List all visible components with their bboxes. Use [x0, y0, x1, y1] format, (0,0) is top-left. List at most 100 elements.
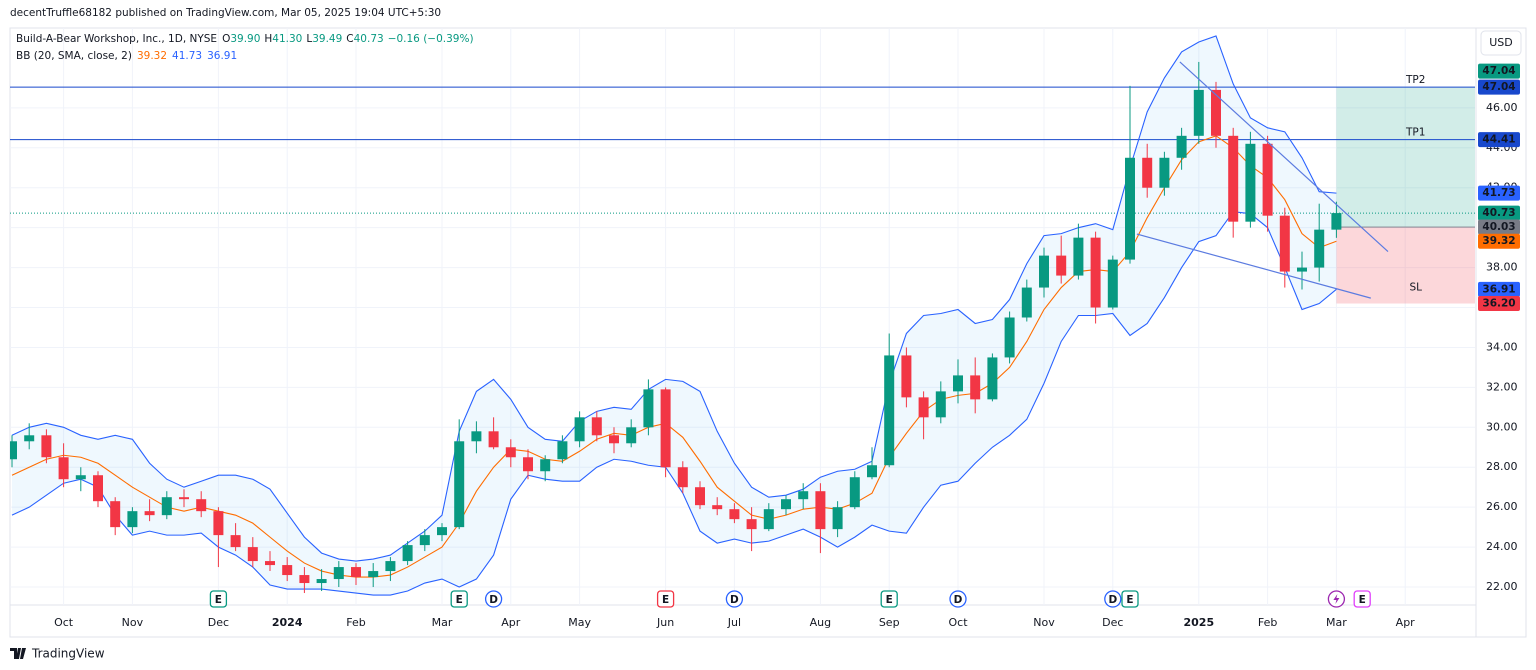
candle-body — [1090, 237, 1101, 308]
candle-body — [918, 397, 929, 418]
candle-body — [385, 561, 396, 572]
event-icon[interactable] — [880, 590, 898, 608]
header-text: decentTruffle68182 published on TradingV… — [10, 7, 441, 19]
indicator-value: 41.73 — [172, 50, 202, 62]
event-icon[interactable] — [484, 590, 503, 608]
currency-button[interactable] — [1480, 30, 1522, 56]
price-label: 39.32 — [1482, 235, 1515, 247]
candle-body — [884, 355, 895, 466]
candle-body — [712, 505, 723, 510]
symbol-legend: Build-A-Bear Workshop, Inc., 1D, NYSE O39… — [16, 33, 474, 45]
candle-body — [1314, 229, 1325, 268]
target-line-label: TP1 — [1405, 127, 1425, 139]
price-label-bg — [1478, 205, 1520, 221]
candle-body — [299, 575, 310, 584]
price-label: 40.73 — [1482, 207, 1515, 219]
candle-body — [58, 457, 69, 480]
candle-body — [1228, 135, 1239, 222]
candle-body — [179, 497, 189, 500]
indicator-title: BB (20, SMA, close, 2) — [16, 50, 132, 62]
price-label-bg — [1478, 185, 1520, 201]
candle-body — [161, 497, 172, 516]
event-icon[interactable] — [949, 590, 967, 608]
candle-body — [1021, 287, 1032, 318]
candle-body — [402, 545, 413, 562]
event-icon[interactable] — [209, 590, 228, 608]
event-label: E — [1126, 594, 1133, 606]
logo-mark — [10, 648, 26, 659]
candle-body — [626, 427, 637, 444]
event-label: D — [730, 594, 739, 606]
footer-brand: TradingView — [31, 647, 105, 661]
candle-body — [505, 447, 516, 458]
event-icon[interactable] — [450, 590, 468, 608]
legend-key: L — [306, 33, 312, 45]
candle-body — [867, 465, 877, 478]
event-label: D — [954, 594, 963, 606]
candle-body — [523, 457, 533, 472]
candle-body — [987, 357, 998, 400]
candle-body — [213, 511, 224, 536]
x-tick-label: 2024 — [272, 616, 303, 629]
candle-body — [1331, 213, 1342, 230]
candle-body — [540, 459, 551, 472]
x-tick-label: Dec — [1102, 616, 1123, 629]
event-label: E — [215, 594, 222, 606]
candle-body — [1073, 237, 1084, 276]
price-label-bg — [1478, 132, 1520, 148]
legend-value: 40.73 — [354, 33, 384, 45]
event-icon[interactable] — [1121, 590, 1139, 608]
candle-body — [1159, 157, 1170, 188]
event-label: D — [1108, 594, 1117, 606]
candle-body — [781, 499, 791, 510]
candle-body — [1142, 157, 1153, 188]
x-tick-label: Apr — [1396, 616, 1416, 629]
y-tick-label: 38.00 — [1486, 261, 1518, 274]
candle-body — [1245, 143, 1256, 222]
y-tick-label: 24.00 — [1486, 540, 1518, 553]
price-label: 40.03 — [1482, 221, 1515, 233]
price-label: 36.20 — [1482, 298, 1515, 310]
candle-body — [591, 417, 602, 436]
candle-body — [41, 435, 52, 458]
candle-body — [763, 509, 774, 530]
candle-body — [419, 535, 430, 546]
x-tick-label: Aug — [810, 616, 831, 629]
event-icon[interactable] — [1353, 590, 1371, 608]
candle-body — [970, 375, 981, 400]
x-tick-label: Dec — [208, 616, 229, 629]
candle-body — [230, 535, 241, 548]
event-icon[interactable] — [656, 590, 675, 608]
band-line — [11, 35, 1337, 562]
candle-body — [953, 375, 963, 392]
x-tick-label: Feb — [346, 616, 365, 629]
candle-body — [488, 431, 499, 448]
candle-body — [127, 511, 138, 528]
x-tick-label: Sep — [879, 616, 900, 629]
x-tick-label: Mar — [1326, 616, 1347, 629]
candle-body — [110, 501, 121, 528]
event-icon[interactable] — [1104, 590, 1122, 608]
trendline — [1179, 61, 1389, 253]
candle-body — [832, 507, 843, 530]
axes: 22.0024.0026.0028.0030.0032.0034.0036.00… — [54, 63, 1520, 629]
x-tick-label: 2025 — [1183, 616, 1214, 629]
event-label: D — [489, 594, 498, 606]
candle-body — [729, 509, 740, 520]
target-line-label: TP2 — [1405, 74, 1425, 86]
x-tick-label: Jul — [727, 616, 741, 629]
target-zone — [1336, 87, 1475, 228]
x-tick-label: Oct — [54, 616, 74, 629]
event-icon[interactable] — [725, 590, 744, 608]
candle-body — [643, 389, 654, 428]
candle-body — [574, 417, 585, 442]
price-label: 41.73 — [1482, 187, 1515, 199]
band-fill — [12, 35, 1337, 596]
legend-value: 39.49 — [312, 33, 342, 45]
currency-label: USD — [1489, 36, 1513, 49]
stop-zone — [1336, 227, 1475, 304]
legend-key: C — [346, 33, 353, 45]
event-glyph — [1333, 594, 1340, 604]
candle-body — [1004, 317, 1015, 358]
